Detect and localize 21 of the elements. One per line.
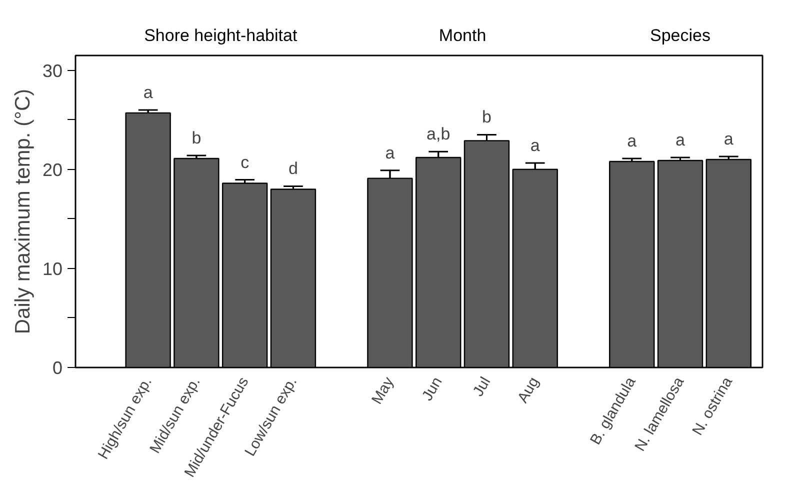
x-tick-label: Jul (470, 374, 494, 400)
annotation: a,b (426, 124, 450, 144)
text: Shore height-habitat (144, 26, 298, 45)
annotation: a (676, 130, 686, 150)
y-tick-label: 20 (42, 160, 63, 180)
y-tick-label: 10 (42, 258, 63, 279)
text: Month (438, 26, 486, 45)
annotation: a (385, 143, 396, 162)
annotation: a (627, 132, 638, 151)
x-tick-label: Jun (418, 374, 446, 404)
y-tick-label: 30 (42, 60, 63, 81)
annotation: a (724, 130, 734, 149)
y-axis-title: Daily maximum temp. (°C) (11, 88, 34, 334)
text: Species (650, 26, 710, 45)
annotation: b (482, 108, 492, 127)
annotation: d (288, 159, 298, 178)
annotation: b (192, 128, 202, 148)
y-tick-label: 0 (52, 358, 63, 378)
annotation: a (530, 136, 540, 155)
annotation: a (143, 82, 154, 102)
annotation: c (240, 152, 250, 172)
